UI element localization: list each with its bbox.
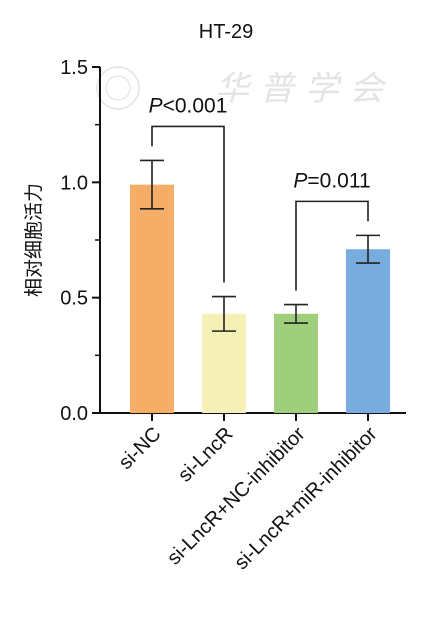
p-value-label: P<0.001 xyxy=(149,94,228,117)
watermark-text: 华 普 学 会 xyxy=(215,69,387,109)
bars-group xyxy=(130,184,390,413)
y-tick-label: 0.5 xyxy=(60,288,88,310)
watermark-seal-icon xyxy=(96,66,140,110)
x-tick-labels: si-NC si-LncRsi-LncR+NC-inhibitorsi-LncR+… xyxy=(115,423,382,574)
watermark: 华 普 学 会 xyxy=(96,66,387,110)
bar xyxy=(130,184,174,413)
significance-bracket xyxy=(151,125,225,283)
p-value-label: P=0.011 xyxy=(293,169,370,192)
y-tick-label: 0.0 xyxy=(60,403,88,425)
watermark-seal-inner-icon xyxy=(105,75,131,101)
x-tick-label: si-LncR xyxy=(174,423,237,486)
chart-title: HT-29 xyxy=(199,21,253,43)
error-bars-group xyxy=(140,159,380,332)
x-tick-label: si-NC xyxy=(115,423,166,474)
y-tick-label: 1.0 xyxy=(60,172,88,194)
x-tick-label: si-LncR+NC-inhibitor xyxy=(163,423,310,570)
x-tick-label: si-LncR+miR-inhibitor xyxy=(230,423,381,574)
significance-bracket xyxy=(295,200,369,291)
significance-brackets: P<0.001 P=0.011 xyxy=(149,94,371,291)
y-tick-label: 1.5 xyxy=(60,57,88,79)
y-axis-label: 相对细胞活力 xyxy=(23,183,45,297)
bar xyxy=(346,249,390,413)
bar xyxy=(274,313,318,413)
